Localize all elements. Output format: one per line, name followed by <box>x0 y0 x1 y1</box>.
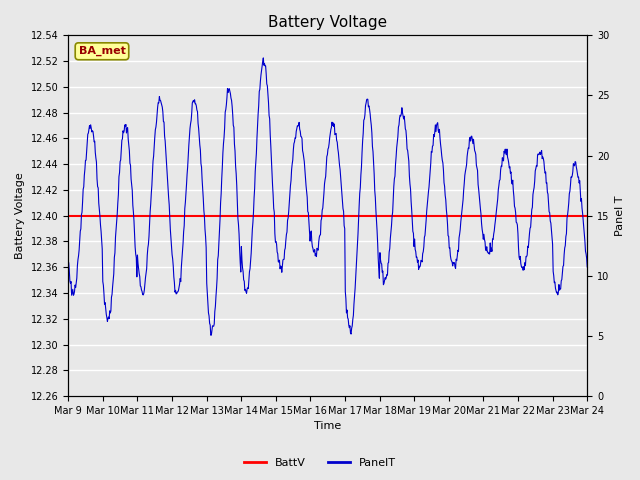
Legend: BattV, PanelT: BattV, PanelT <box>239 453 401 472</box>
X-axis label: Time: Time <box>314 421 341 432</box>
Title: Battery Voltage: Battery Voltage <box>268 15 387 30</box>
Y-axis label: Battery Voltage: Battery Voltage <box>15 172 25 259</box>
Text: BA_met: BA_met <box>79 46 125 57</box>
Y-axis label: Panel T: Panel T <box>615 195 625 236</box>
